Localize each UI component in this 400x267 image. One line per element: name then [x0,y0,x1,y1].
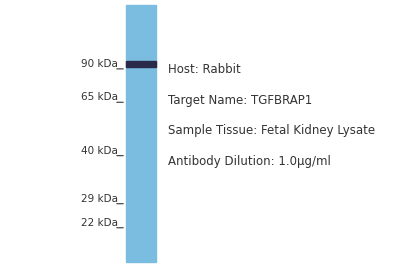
Text: Target Name: TGFBRAP1: Target Name: TGFBRAP1 [168,94,312,107]
Text: Sample Tissue: Fetal Kidney Lysate: Sample Tissue: Fetal Kidney Lysate [168,124,375,137]
Bar [126,61,156,67]
Text: 22 kDa: 22 kDa [81,218,118,228]
Text: Antibody Dilution: 1.0μg/ml: Antibody Dilution: 1.0μg/ml [168,155,331,168]
Text: 65 kDa: 65 kDa [81,92,118,103]
Text: 29 kDa: 29 kDa [81,194,118,204]
Bar [126,5,156,262]
Text: Host: Rabbit: Host: Rabbit [168,63,241,76]
Text: 40 kDa: 40 kDa [81,146,118,156]
Text: 90 kDa: 90 kDa [81,59,118,69]
